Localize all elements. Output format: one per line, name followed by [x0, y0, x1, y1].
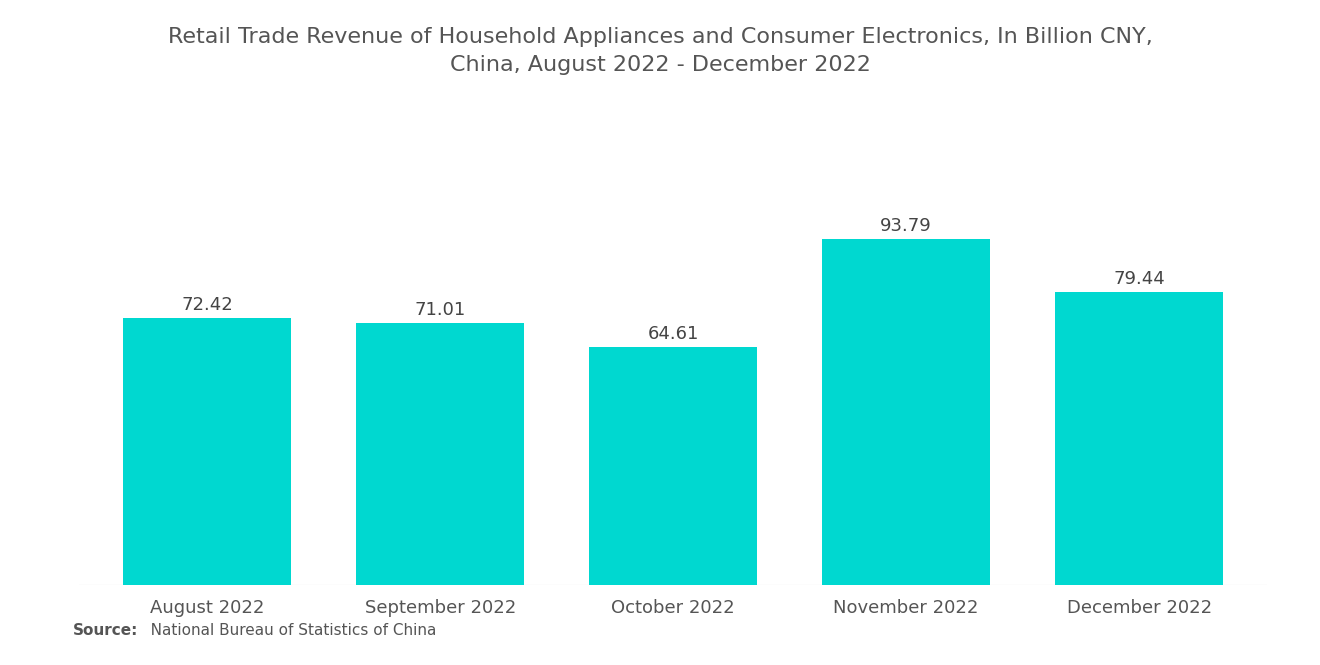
Text: Source:: Source: [73, 623, 139, 638]
Text: National Bureau of Statistics of China: National Bureau of Statistics of China [136, 623, 437, 638]
Bar [822, 239, 990, 585]
Text: 72.42: 72.42 [181, 296, 234, 314]
Text: 71.01: 71.01 [414, 301, 466, 319]
Text: 93.79: 93.79 [880, 217, 932, 235]
Bar [356, 323, 524, 585]
Bar [589, 346, 758, 585]
Bar [1055, 292, 1222, 585]
Text: 64.61: 64.61 [648, 325, 698, 343]
Text: 79.44: 79.44 [1113, 270, 1166, 288]
Bar [124, 318, 292, 585]
Text: Retail Trade Revenue of Household Appliances and Consumer Electronics, In Billio: Retail Trade Revenue of Household Applia… [168, 27, 1152, 74]
